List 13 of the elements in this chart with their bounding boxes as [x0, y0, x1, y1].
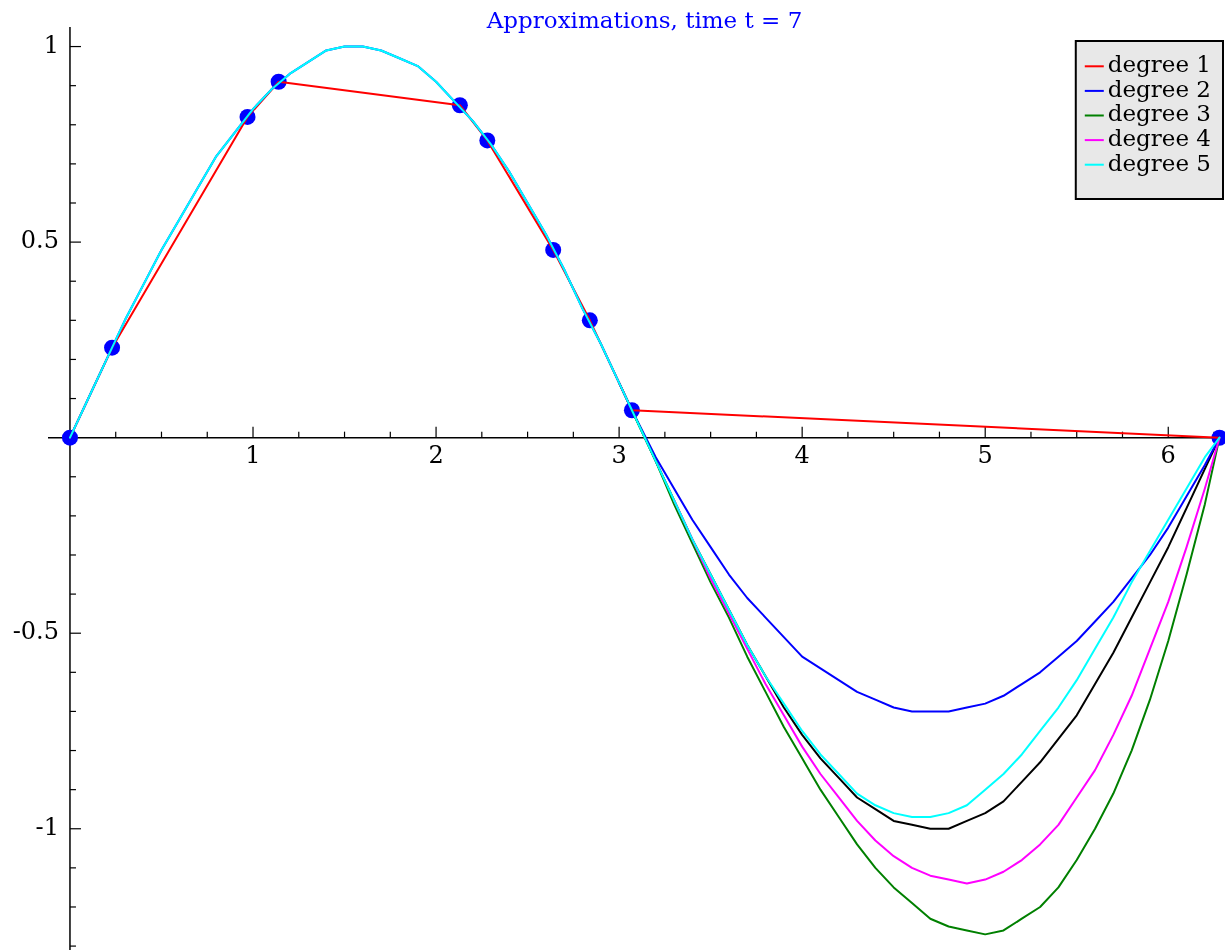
x-tick-label: 5: [977, 440, 993, 469]
y-tick-label: 0.5: [20, 226, 59, 255]
x-tick-label: 2: [428, 440, 444, 469]
y-tick-label: 1: [43, 30, 59, 59]
y-tick-label: -0.5: [12, 617, 59, 646]
legend-label: degree 4: [1107, 125, 1212, 152]
x-tick-label: 1: [245, 440, 261, 469]
y-tick-label: -1: [35, 812, 59, 841]
x-tick-label: 4: [794, 440, 810, 469]
x-tick-label: 3: [611, 440, 627, 469]
chart-title: Approximations, time t = 7: [485, 6, 803, 33]
legend-label: degree 1: [1107, 51, 1212, 78]
x-tick-label: 6: [1160, 440, 1176, 469]
